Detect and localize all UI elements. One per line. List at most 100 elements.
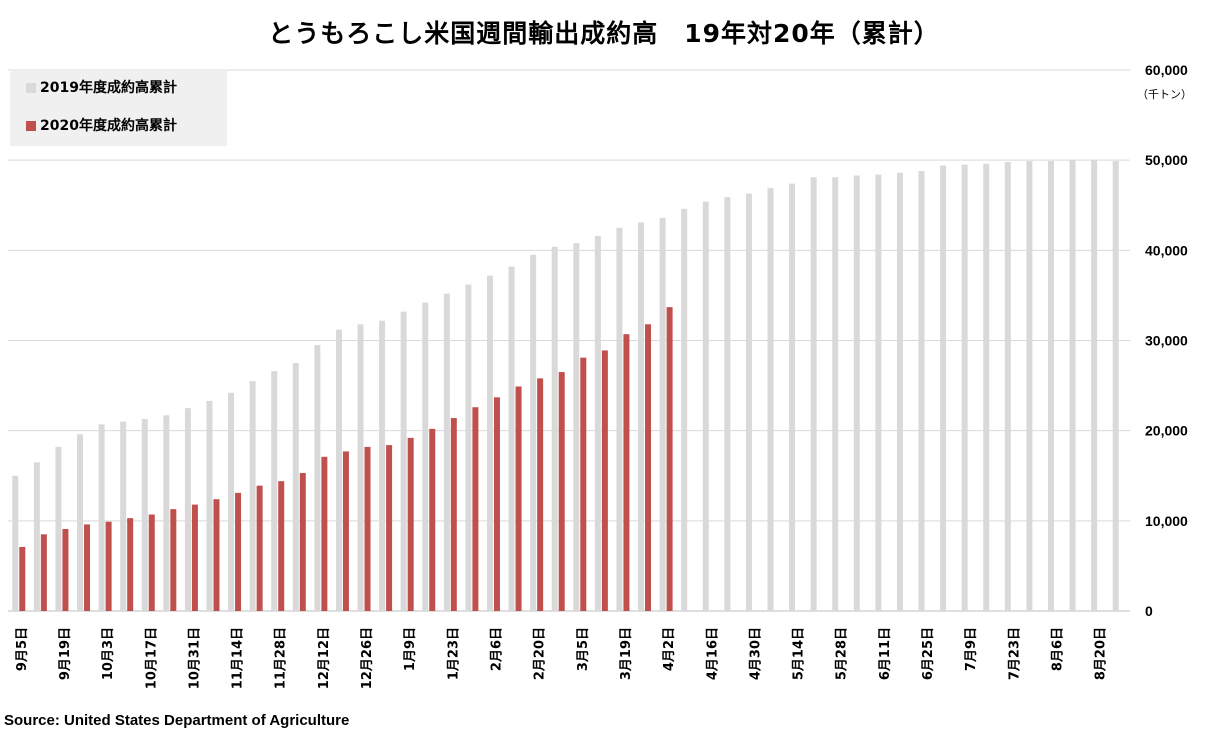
- bar-2020: [429, 428, 436, 611]
- bar-2019: [55, 446, 62, 611]
- bar-2019: [33, 462, 40, 611]
- bar-2019: [1026, 161, 1033, 611]
- bar-2019: [98, 424, 105, 611]
- x-tick-label: 1月9日: [403, 627, 418, 671]
- bar-2019: [918, 170, 925, 611]
- legend-item-2019: 2019年度成約高累計: [26, 78, 177, 98]
- series-2020-bars: [19, 307, 673, 611]
- bar-2019: [379, 320, 386, 611]
- bar-2020: [342, 451, 349, 611]
- source-note: Source: United States Department of Agri…: [4, 712, 350, 729]
- y-tick-label: 50,000: [1145, 152, 1188, 168]
- x-tick-label: 2月20日: [533, 627, 548, 680]
- bar-2019: [400, 311, 407, 611]
- x-tick-label: 10月31日: [187, 627, 202, 689]
- bar-2019: [983, 163, 990, 612]
- y-axis-tick-labels: 0 10,000 20,000 30,000 40,000 50,000 60,000: [1145, 62, 1188, 619]
- bar-2020: [62, 528, 69, 611]
- bar-2019: [724, 197, 731, 611]
- bar-2020: [235, 492, 242, 611]
- bar-2019: [940, 165, 947, 611]
- x-tick-label: 12月26日: [360, 627, 375, 689]
- bar-2019: [853, 175, 860, 611]
- x-tick-label: 4月30日: [748, 627, 763, 680]
- bar-2019: [184, 408, 191, 611]
- bar-2020: [19, 546, 26, 611]
- bar-2019: [465, 284, 472, 611]
- bar-2020: [580, 357, 587, 611]
- x-tick-label: 11月28日: [274, 627, 289, 689]
- bar-2019: [681, 208, 688, 611]
- bar-2019: [745, 193, 752, 612]
- bar-2019: [551, 246, 558, 611]
- bar-2020: [105, 521, 112, 611]
- x-tick-label: 8月20日: [1094, 627, 1109, 680]
- x-tick-label: 4月16日: [705, 627, 720, 680]
- legend: 2019年度成約高累計 2020年度成約高累計: [10, 70, 227, 146]
- bar-2019: [1112, 161, 1119, 611]
- y-tick-label: 20,000: [1145, 423, 1188, 439]
- bar-2019: [163, 415, 170, 611]
- bar-2019: [422, 302, 429, 611]
- bar-2019: [486, 275, 493, 611]
- x-tick-label: 2月6日: [489, 627, 504, 671]
- y-tick-label: 30,000: [1145, 333, 1188, 349]
- legend-item-2020: 2020年度成約高累計: [26, 116, 177, 136]
- y-tick-label: 10,000: [1145, 513, 1188, 529]
- x-tick-label: 6月25日: [921, 627, 936, 680]
- bar-2019: [530, 254, 537, 611]
- bar-2019: [1004, 161, 1011, 611]
- bar-2019: [314, 345, 321, 611]
- bar-2020: [84, 524, 91, 611]
- bar-2019: [443, 293, 450, 611]
- x-tick-label: 3月5日: [576, 627, 591, 671]
- x-tick-label: 9月19日: [58, 627, 73, 680]
- x-tick-label: 5月14日: [792, 627, 807, 680]
- bar-2019: [228, 392, 235, 611]
- bar-2019: [875, 174, 882, 612]
- bar-2020: [213, 499, 220, 611]
- bar-2019: [702, 201, 709, 612]
- legend-swatch-2019: [26, 83, 36, 93]
- bar-2019: [120, 421, 127, 611]
- bar-2020: [278, 481, 285, 611]
- bar-2019: [1091, 160, 1098, 611]
- bar-2019: [638, 222, 645, 612]
- legend-swatch-2020: [26, 121, 36, 131]
- bar-2019: [1069, 160, 1076, 611]
- series-2019-bars: [12, 160, 1119, 612]
- bar-2019: [832, 177, 839, 611]
- y-axis-unit-label: （千トン）: [1137, 88, 1192, 101]
- legend-label-2020: 2020年度成約高累計: [40, 118, 177, 134]
- legend-label-2019: 2019年度成約高累計: [40, 80, 177, 96]
- x-tick-label: 4月2日: [662, 627, 677, 671]
- x-tick-label: 8月6日: [1050, 627, 1065, 671]
- y-tick-label: 60,000: [1145, 62, 1188, 78]
- bar-2020: [493, 397, 500, 611]
- bar-2019: [508, 266, 515, 611]
- bar-2020: [558, 372, 565, 611]
- bar-2020: [148, 514, 155, 611]
- bar-2019: [594, 235, 601, 611]
- bar-2020: [386, 445, 393, 611]
- bar-2019: [810, 177, 817, 611]
- bar-2020: [666, 307, 673, 611]
- bar-2019: [271, 371, 278, 611]
- x-tick-label: 11月14日: [231, 627, 246, 689]
- bar-2020: [321, 456, 328, 611]
- y-tick-label: 40,000: [1145, 242, 1188, 258]
- bar-2020: [645, 324, 652, 611]
- x-tick-label: 12月12日: [317, 627, 332, 689]
- bar-2019: [206, 400, 213, 611]
- x-tick-label: 7月9日: [964, 627, 979, 671]
- x-tick-label: 5月28日: [835, 627, 850, 680]
- bar-2020: [127, 518, 134, 611]
- bar-2020: [450, 418, 457, 611]
- x-tick-label: 10月3日: [101, 627, 116, 680]
- x-tick-label: 1月23日: [446, 627, 461, 680]
- chart-title: とうもろこし米国週間輸出成約高 19年対20年（累計）: [268, 19, 940, 48]
- bar-2019: [1047, 161, 1054, 611]
- x-tick-label: 3月19日: [619, 627, 634, 680]
- bar-2019: [249, 381, 256, 611]
